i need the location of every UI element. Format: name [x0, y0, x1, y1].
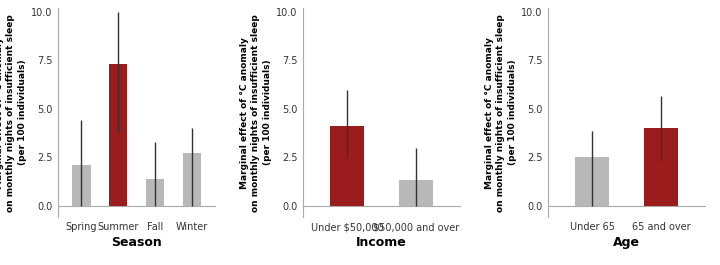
Bar: [72, 165, 91, 206]
X-axis label: Age: Age: [613, 236, 640, 249]
Y-axis label: Marginal effect of °C anomaly
on monthly nights of insufficient sleep
(per 100 i: Marginal effect of °C anomaly on monthly…: [240, 14, 272, 211]
Bar: [644, 128, 678, 206]
Y-axis label: Marginal effect of °C anomaly
on monthly nights of insufficient sleep
(per 100 i: Marginal effect of °C anomaly on monthly…: [0, 14, 27, 211]
Bar: [575, 157, 609, 206]
X-axis label: Season: Season: [112, 236, 162, 249]
Bar: [330, 126, 364, 206]
Bar: [109, 64, 127, 206]
X-axis label: Income: Income: [356, 236, 407, 249]
Bar: [183, 153, 201, 206]
Bar: [146, 179, 164, 206]
Y-axis label: Marginal effect of °C anomaly
on monthly nights of insufficient sleep
(per 100 i: Marginal effect of °C anomaly on monthly…: [485, 14, 517, 211]
Bar: [399, 180, 433, 206]
